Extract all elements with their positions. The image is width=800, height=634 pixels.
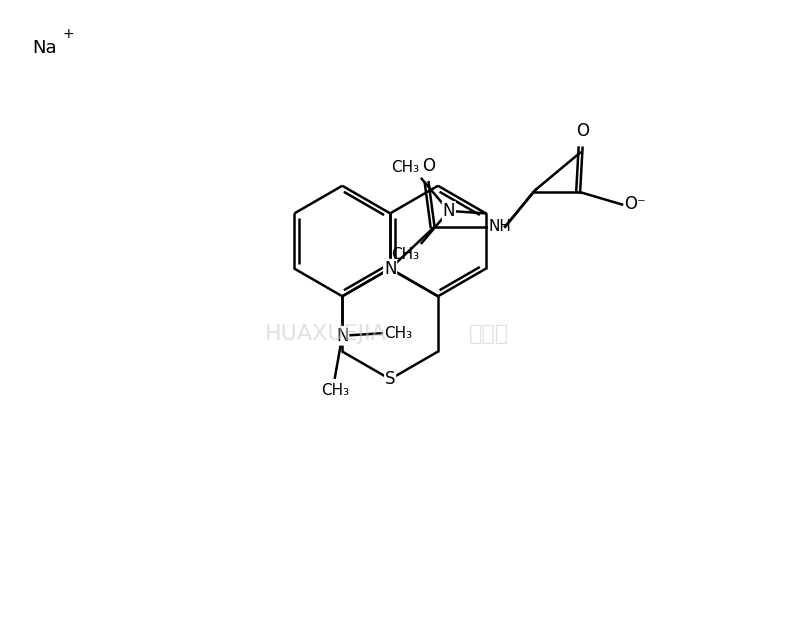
Text: HUAXUEJIA: HUAXUEJIA — [265, 324, 387, 344]
Text: CH₃: CH₃ — [384, 326, 412, 341]
Text: +: + — [62, 27, 74, 41]
Text: O: O — [422, 157, 435, 175]
Text: CH₃: CH₃ — [391, 160, 419, 175]
Text: CH₃: CH₃ — [321, 383, 349, 398]
Text: Na: Na — [32, 39, 57, 56]
Text: N: N — [384, 260, 396, 278]
Text: O: O — [576, 122, 589, 140]
Text: N: N — [336, 327, 349, 345]
Text: S: S — [385, 370, 395, 388]
Text: O⁻: O⁻ — [625, 195, 646, 214]
Text: CH₃: CH₃ — [391, 247, 419, 262]
Text: N: N — [442, 202, 455, 220]
Text: NH: NH — [489, 219, 512, 234]
Text: 化学加: 化学加 — [469, 324, 509, 344]
